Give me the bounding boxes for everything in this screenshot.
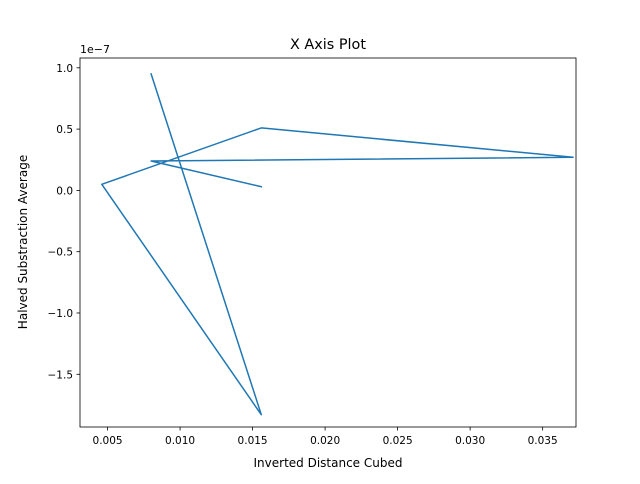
y-tick-label: −0.5 [48, 247, 74, 259]
y-tick-label: −1.0 [48, 308, 74, 320]
x-axis-label: Inverted Distance Cubed [254, 456, 403, 470]
x-tick-label: 0.025 [383, 435, 413, 447]
y-tick-label: 0.5 [56, 124, 73, 136]
y-tick-label: 0.0 [56, 185, 73, 197]
x-tick-label: 0.005 [93, 435, 123, 447]
x-tick-label: 0.020 [310, 435, 340, 447]
x-tick-label: 0.010 [165, 435, 195, 447]
chart-title: X Axis Plot [290, 37, 366, 53]
y-axis-offset-text: 1e−7 [80, 43, 110, 56]
x-tick-label: 0.015 [238, 435, 268, 447]
plot-area: 0.005 0.010 0.015 0.020 0.025 0.030 0.035 −1.5 −… [48, 57, 577, 447]
y-tick-label: 1.0 [56, 63, 73, 75]
y-tick-label: −1.5 [48, 369, 74, 381]
series-line-0 [101, 72, 574, 416]
x-tick-label: 0.030 [455, 435, 485, 447]
y-axis-label: Halved Substraction Average [16, 155, 30, 329]
x-tick-label: 0.035 [528, 435, 558, 447]
plot-frame [79, 57, 577, 428]
